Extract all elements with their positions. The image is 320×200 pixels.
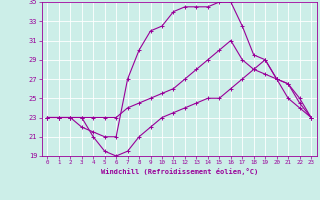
X-axis label: Windchill (Refroidissement éolien,°C): Windchill (Refroidissement éolien,°C) — [100, 168, 258, 175]
